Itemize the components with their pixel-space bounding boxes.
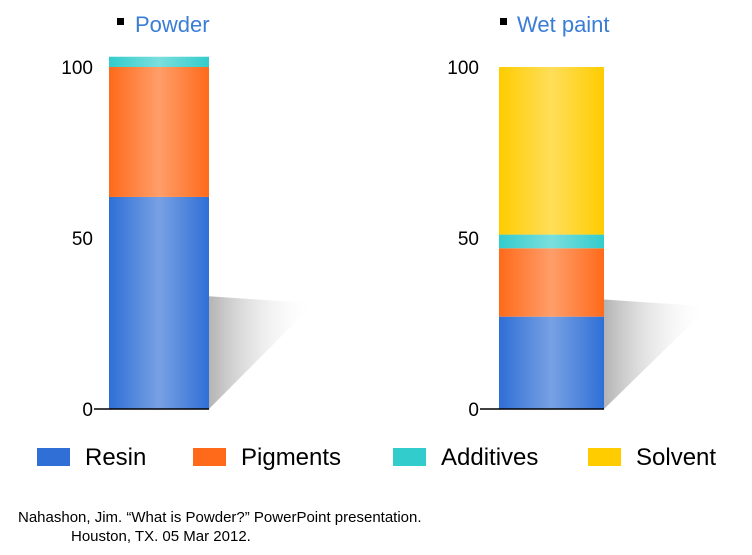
- y-tick-label: 0: [82, 400, 93, 421]
- y-tick-label: 0: [468, 400, 479, 421]
- legend: Resin Pigments Additives Solvent: [37, 444, 716, 471]
- chart-title: Wet paint: [517, 12, 610, 37]
- y-tick-label: 50: [458, 229, 479, 250]
- legend-label-pigments: Pigments: [241, 444, 341, 471]
- bar-shadow: [209, 296, 314, 409]
- bar-segment-powder-pigments: [109, 67, 209, 197]
- legend-swatch-solvent: [588, 448, 621, 466]
- legend-swatch-resin: [37, 448, 70, 466]
- title-bullet: [117, 18, 124, 25]
- legend-item-solvent: Solvent: [588, 444, 716, 471]
- legend-swatch-pigments: [193, 448, 226, 466]
- bar-segment-wet-paint-pigments: [499, 248, 604, 317]
- y-tick-label: 100: [61, 58, 93, 79]
- legend-label-resin: Resin: [85, 444, 146, 471]
- legend-item-pigments: Pigments: [193, 444, 341, 471]
- title-bullet: [500, 18, 507, 25]
- bar-segment-wet-paint-additives: [499, 234, 604, 249]
- bar-segment-powder-resin: [109, 196, 209, 409]
- legend-label-solvent: Solvent: [636, 444, 716, 471]
- legend-label-additives: Additives: [441, 444, 538, 471]
- chart-powder: 0 50 100 Powder: [61, 12, 314, 421]
- bar-shadow: [604, 299, 709, 409]
- source-citation-line-1: Nahashon, Jim. “What is Powder?” PowerPo…: [18, 509, 422, 526]
- bar-segment-wet-paint-resin: [499, 316, 604, 409]
- y-tick-label: 100: [447, 58, 479, 79]
- chart-title: Powder: [135, 12, 210, 37]
- chart-wet-paint: 0 50 100 Wet paint: [447, 12, 709, 421]
- source-citation-line-2: Houston, TX. 05 Mar 2012.: [71, 528, 251, 545]
- y-tick-label: 50: [72, 229, 93, 250]
- legend-item-resin: Resin: [37, 444, 146, 471]
- bar-segment-wet-paint-solvent: [499, 67, 604, 235]
- legend-item-additives: Additives: [393, 444, 538, 471]
- bar-segment-powder-additives: [109, 56, 209, 67]
- legend-swatch-additives: [393, 448, 426, 466]
